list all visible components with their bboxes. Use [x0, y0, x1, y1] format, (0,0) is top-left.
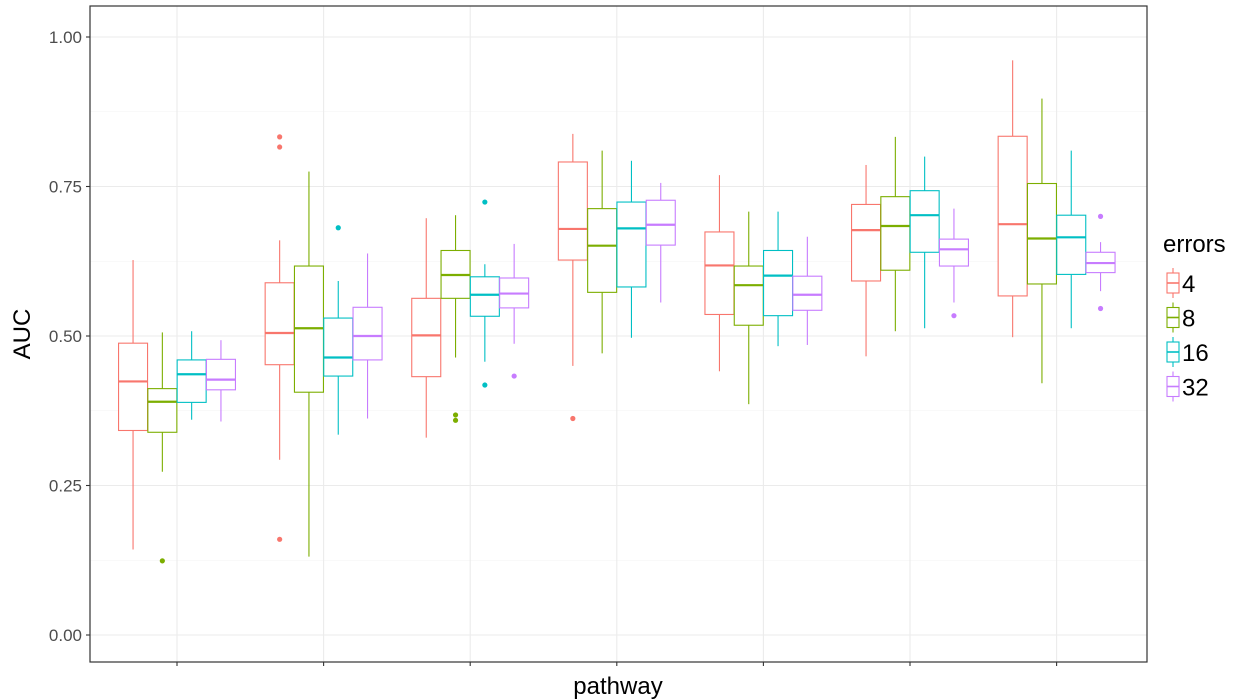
- box-errors-16: [323, 225, 354, 435]
- iqr-box: [118, 342, 149, 432]
- iqr-box: [997, 135, 1028, 297]
- outlier-point: [159, 558, 165, 564]
- pathway-group: [997, 60, 1116, 384]
- legend-label: 32: [1182, 375, 1209, 402]
- box-errors-32: [1085, 213, 1116, 312]
- box-errors-8: [880, 136, 911, 332]
- box-errors-4: [411, 218, 442, 438]
- pathway-group: [411, 199, 530, 438]
- iqr-box: [880, 196, 911, 271]
- outlier-point: [277, 134, 283, 140]
- legend-key-errors-16: [1166, 337, 1180, 367]
- outlier-point: [277, 536, 283, 542]
- box-errors-8: [440, 215, 471, 423]
- box-errors-32: [938, 208, 970, 319]
- box-errors-8: [1026, 98, 1057, 384]
- y-axis-title: AUC: [9, 309, 36, 360]
- box-errors-8: [147, 332, 178, 564]
- pathway-group: [850, 136, 970, 357]
- outlier-point: [452, 417, 459, 423]
- box-errors-16: [616, 160, 647, 338]
- y-tick-label: 1.00: [49, 28, 82, 47]
- pathway-group: [704, 175, 823, 405]
- box-errors-16: [909, 156, 940, 329]
- iqr-box: [1056, 214, 1087, 275]
- legend-label: 16: [1182, 340, 1209, 367]
- outlier-point: [1097, 305, 1104, 312]
- legend-title: errors: [1163, 231, 1226, 258]
- outlier-point: [570, 415, 576, 422]
- pathway-group: [118, 260, 236, 564]
- outlier-point: [482, 382, 488, 388]
- box-errors-16: [1056, 150, 1087, 329]
- box-errors-4: [264, 134, 295, 542]
- box-errors-8: [293, 171, 325, 557]
- box-errors-32: [352, 253, 383, 419]
- iqr-box: [264, 282, 295, 366]
- y-tick-label: 0.75: [49, 178, 82, 197]
- grid-lines: [90, 6, 1147, 662]
- iqr-box: [850, 203, 882, 282]
- pathway-group: [557, 133, 676, 422]
- iqr-box: [938, 238, 970, 267]
- x-axis: [176, 662, 1058, 666]
- iqr-box: [557, 161, 588, 261]
- iqr-box: [1026, 182, 1057, 285]
- outlier-point: [335, 225, 341, 231]
- legend-key-errors-32: [1166, 371, 1180, 402]
- legend-label: 8: [1182, 306, 1195, 333]
- iqr-box: [792, 275, 823, 311]
- outlier-point: [951, 313, 957, 319]
- pathway-group: [264, 134, 383, 557]
- iqr-box: [323, 317, 354, 377]
- box-errors-32: [499, 243, 530, 379]
- box-errors-4: [557, 133, 588, 422]
- outlier-point: [511, 373, 517, 379]
- iqr-box: [176, 359, 207, 403]
- iqr-box: [733, 265, 764, 326]
- iqr-box: [205, 358, 236, 391]
- iqr-box: [909, 190, 940, 253]
- outlier-point: [452, 412, 459, 418]
- iqr-box: [469, 276, 500, 317]
- outlier-point: [1097, 213, 1104, 219]
- boxplot-marks: [118, 60, 1116, 564]
- box-errors-32: [645, 182, 676, 303]
- iqr-box: [352, 306, 383, 361]
- y-tick-label: 0.25: [49, 477, 82, 496]
- outlier-point: [277, 144, 283, 150]
- box-errors-8: [587, 150, 618, 354]
- iqr-box: [616, 201, 647, 288]
- legend-key-errors-4: [1166, 268, 1180, 298]
- iqr-box: [645, 199, 676, 246]
- iqr-box: [762, 249, 794, 317]
- box-errors-4: [118, 260, 149, 550]
- box-errors-4: [704, 175, 735, 372]
- outlier-point: [482, 199, 488, 205]
- legend-key-errors-8: [1166, 302, 1180, 333]
- y-axis: 0.00 0.25 0.50 0.75 1.00: [49, 28, 90, 645]
- box-errors-16: [469, 199, 500, 388]
- legend-label: 4: [1182, 271, 1195, 298]
- y-tick-label: 0.50: [49, 327, 82, 346]
- legend: errors 4 8 16 32: [1163, 231, 1226, 402]
- iqr-box: [147, 388, 178, 433]
- box-errors-32: [205, 340, 236, 422]
- iqr-box: [704, 231, 735, 316]
- iqr-box: [411, 297, 442, 378]
- box-errors-16: [762, 211, 794, 347]
- box-errors-32: [792, 236, 823, 345]
- plot-border: [89, 5, 1148, 663]
- x-axis-title: pathway: [573, 673, 662, 700]
- plot-background: [90, 6, 1147, 662]
- box-errors-4: [997, 60, 1028, 338]
- iqr-box: [587, 208, 618, 293]
- y-tick-label: 0.00: [49, 626, 82, 645]
